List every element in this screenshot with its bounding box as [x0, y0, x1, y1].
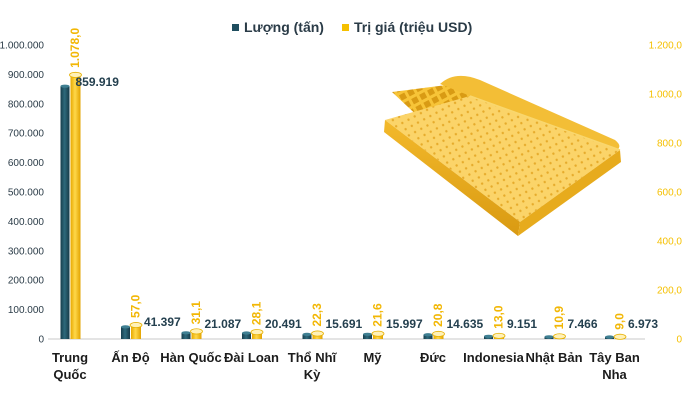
data-label-quantity: 41.397 [144, 315, 181, 329]
y-left-tick-label: 900.000 [8, 70, 45, 81]
bar-quantity-cap [302, 332, 312, 336]
data-label-value: 22,3 [310, 303, 324, 327]
legend-label: Lượng (tấn) [244, 19, 324, 35]
data-label-quantity: 21.087 [205, 317, 242, 331]
x-category-label: Nhật Bản [525, 350, 582, 365]
bar-quantity [181, 332, 191, 339]
data-label-quantity: 859.919 [76, 75, 120, 89]
y-right-tick-label: 1.000,0 [649, 90, 683, 101]
bar-value-cap [129, 322, 143, 329]
data-label-quantity: 15.997 [386, 317, 423, 331]
bar-quantity-cap [423, 333, 433, 337]
y-left-tick-label: 500.000 [8, 188, 45, 199]
y-left-tick-label: 1.000.000 [0, 41, 44, 52]
bar-quantity-cap [60, 84, 70, 88]
y-right-tick-label: 1.200,0 [649, 41, 683, 52]
legend-swatch [342, 24, 349, 31]
x-category-label: Đài Loan [224, 350, 279, 365]
bar-value-cap [311, 330, 324, 337]
bar-value [191, 331, 202, 339]
data-label-value: 1.078,0 [68, 28, 82, 68]
axes: 0 100.000 200.000 300.000 400.000 500.000 600.… [0, 41, 682, 383]
y-right-tick-label: 800,0 [657, 139, 682, 150]
y-left-tick-label: 600.000 [8, 158, 45, 169]
data-label-quantity: 9.151 [507, 317, 537, 331]
bar-value [70, 74, 81, 339]
bar-value [252, 332, 262, 339]
data-label-quantity: 7.466 [568, 317, 598, 331]
y-left-tick-label: 200.000 [8, 276, 45, 287]
data-label-quantity: 6.973 [628, 317, 658, 331]
y-left-tick-label: 800.000 [8, 99, 45, 110]
bar-quantity [60, 86, 70, 340]
data-label-value: 9,0 [613, 313, 627, 330]
data-label-value: 13,0 [492, 305, 506, 329]
data-label-quantity: 20.491 [265, 317, 302, 331]
bar-quantity-cap [363, 332, 372, 336]
bar-quantity [242, 332, 251, 339]
data-label-value: 31,1 [189, 301, 203, 325]
x-category-label: Trung Quốc [52, 350, 88, 382]
y-right-tick-label: 600,0 [657, 188, 682, 199]
y-left-tick-label: 100.000 [8, 305, 45, 316]
data-label-quantity: 14.635 [447, 317, 484, 331]
bar-value-cap [613, 333, 627, 340]
data-label-value: 20,8 [431, 303, 445, 327]
bar-quantity [121, 326, 130, 339]
bar-value [131, 325, 141, 339]
x-category-label: Đức [420, 350, 446, 365]
latex-mattress-illustration [384, 75, 621, 236]
bar-value-cap [371, 330, 385, 337]
y-right-tick-label: 200,0 [657, 286, 682, 297]
bars [60, 71, 627, 340]
y-right-tick-label: 0 [676, 335, 682, 346]
x-category-label: Tây Ban Nha [589, 350, 640, 382]
bar-quantity [423, 334, 433, 339]
y-left-tick-label: 400.000 [8, 217, 45, 228]
x-category-label: Thổ Nhĩ Kỳ [288, 350, 338, 382]
y-left-tick-label: 700.000 [8, 129, 45, 140]
data-label-value: 28,1 [250, 301, 264, 325]
bar-quantity [302, 334, 312, 339]
x-category-label: Mỹ [363, 350, 382, 365]
y-left-tick-label: 300.000 [8, 246, 45, 257]
bar-quantity-cap [181, 331, 191, 335]
data-label-value: 21,6 [371, 303, 385, 327]
bar-value-cap [190, 328, 203, 335]
x-category-label: Indonesia [463, 350, 524, 365]
x-category-label: Ấn Độ [111, 350, 149, 365]
bar-quantity [363, 334, 372, 339]
y-right-tick-label: 400,0 [657, 237, 682, 248]
bar-quantity-cap [242, 331, 251, 335]
bar-quantity-cap [121, 325, 130, 329]
bar-quantity-cap [605, 335, 614, 339]
bar-value-cap [250, 329, 264, 336]
x-category-label: Hàn Quốc [160, 350, 221, 365]
legend-label: Trị giá (triệu USD) [354, 19, 472, 35]
bar-value-cap [553, 333, 566, 340]
bar-value-cap [432, 330, 445, 337]
legend: Lượng (tấn) Trị giá (triệu USD) [232, 19, 472, 35]
bar-value-cap [69, 71, 82, 78]
bar-value-cap [492, 332, 506, 339]
data-label-quantity: 15.691 [326, 317, 363, 331]
bar-quantity-cap [544, 335, 554, 339]
data-label-value: 10,9 [552, 306, 566, 330]
data-label-value: 57,0 [129, 294, 143, 318]
bar-quantity-cap [484, 334, 493, 338]
y-left-tick-label: 0 [38, 335, 44, 346]
legend-swatch [232, 24, 239, 31]
